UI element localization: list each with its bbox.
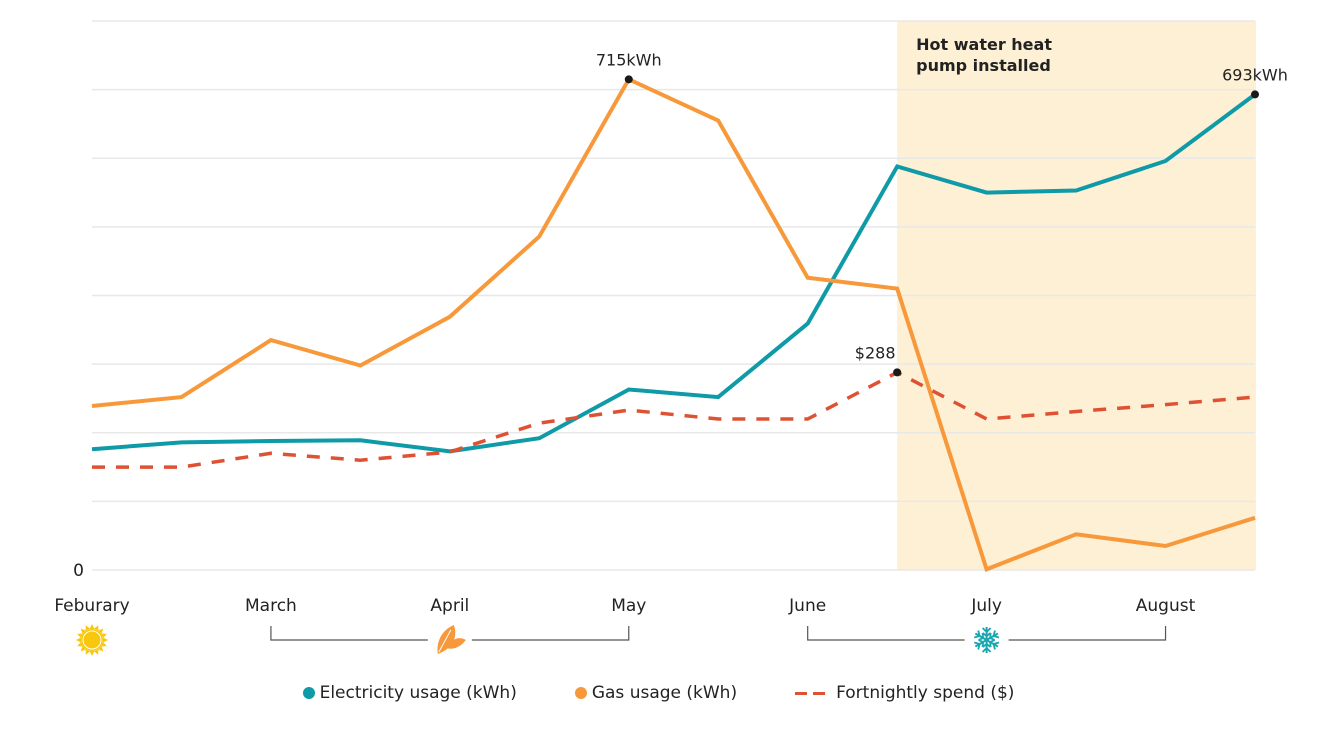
sun-ray [85, 649, 91, 655]
sun-ray [93, 625, 99, 631]
legend-item-gas[interactable]: Gas usage (kWh) [574, 683, 738, 703]
season-bracket-right [471, 626, 630, 641]
gridlines: 0 [73, 20, 1255, 581]
annotations: 715kWh 693kWh $288 [596, 50, 1288, 377]
sun-ray [85, 625, 91, 631]
annotation-label: 715kWh [596, 50, 662, 69]
snowflake-stroke [989, 632, 996, 641]
sun-ray [80, 646, 86, 652]
x-tick-label: March [245, 596, 297, 616]
season-markers [76, 624, 1167, 656]
sun-ray [77, 633, 83, 639]
heat-pump-label: Hot water heat [916, 35, 1052, 54]
snowflake-stroke [986, 632, 999, 641]
x-tick-label: Feburary [54, 596, 129, 616]
gas-dot-icon [574, 687, 587, 699]
x-tick-label: June [788, 596, 826, 616]
snowflake-stroke [974, 639, 988, 648]
leaf-vein [438, 629, 452, 653]
sun-ring [82, 630, 102, 650]
snowflake-stroke [981, 646, 992, 653]
snowflake-stroke [986, 639, 999, 648]
legend-label-electricity: Electricity usage (kWh) [319, 683, 517, 703]
sun-disc [81, 629, 103, 651]
sun-ray [98, 628, 104, 634]
x-axis: Feburary March April May June July August [54, 596, 1195, 616]
x-tick-label: April [430, 596, 469, 616]
snowflake-stroke [982, 632, 992, 638]
sun-ray [89, 624, 95, 629]
leaves-icon [437, 625, 466, 654]
legend-item-spend[interactable]: Fortnightly spend ($) [795, 683, 1014, 703]
y-tick-label: 0 [73, 561, 84, 581]
legend-label-gas: Gas usage (kWh) [591, 683, 738, 703]
legend: Electricity usage (kWh) Gas usage (kWh) … [0, 683, 1317, 703]
sun-ray [98, 646, 104, 652]
legend-item-electricity[interactable]: Electricity usage (kWh) [302, 683, 517, 703]
annotation-label: 693kWh [1222, 65, 1288, 84]
x-tick-label: May [611, 596, 646, 616]
x-tick-label: July [970, 596, 1002, 616]
season-bracket-right [1008, 626, 1167, 641]
series-line-gas [91, 76, 1256, 572]
legend-label-spend: Fortnightly spend ($) [836, 683, 1015, 703]
season-bracket-left [807, 626, 965, 641]
snowflake-stroke [974, 632, 988, 641]
annotation-dot [893, 368, 902, 377]
sun-ray [101, 641, 107, 647]
annotation-dot [624, 75, 633, 84]
dashed-line-icon [795, 691, 826, 695]
snowflake-stroke [978, 632, 985, 641]
sun-ray [101, 633, 107, 639]
sun-icon [76, 624, 108, 656]
sun-ray [80, 628, 86, 634]
snowflake-stroke [992, 630, 1000, 639]
sun-ray [93, 649, 99, 655]
annotation-dot [1251, 90, 1259, 99]
heat-pump-label: pump installed [916, 56, 1051, 75]
snowflake-stroke [992, 641, 1000, 650]
sun-ray [77, 641, 83, 647]
series-line-spend [92, 370, 1256, 469]
sun-ray [103, 637, 108, 643]
snowflake-arm [986, 630, 1000, 641]
sun-ray [76, 637, 81, 643]
season-bracket-left [270, 626, 428, 641]
leaf-shape [445, 638, 466, 649]
x-tick-label: August [1136, 596, 1196, 616]
series-line-electricity [91, 92, 1257, 454]
annotation-label: $288 [855, 343, 896, 362]
snowflake-stroke [989, 639, 996, 648]
electricity-dot-icon [302, 687, 315, 699]
snowflake-stroke [978, 639, 985, 648]
snowflake-stroke [981, 627, 992, 634]
snowflake-arm [981, 640, 992, 653]
snowflake-stroke [982, 642, 992, 648]
snowflake-stroke [973, 641, 981, 650]
snowflake-arm [986, 639, 1000, 650]
snowflake-arm [973, 630, 988, 641]
sun-ray [89, 651, 95, 656]
snowflake-icon [973, 627, 1000, 653]
snowflake-stroke [973, 630, 981, 639]
series-lines [91, 76, 1257, 572]
snowflake-arm [973, 639, 988, 650]
snowflake-arm [981, 627, 992, 640]
